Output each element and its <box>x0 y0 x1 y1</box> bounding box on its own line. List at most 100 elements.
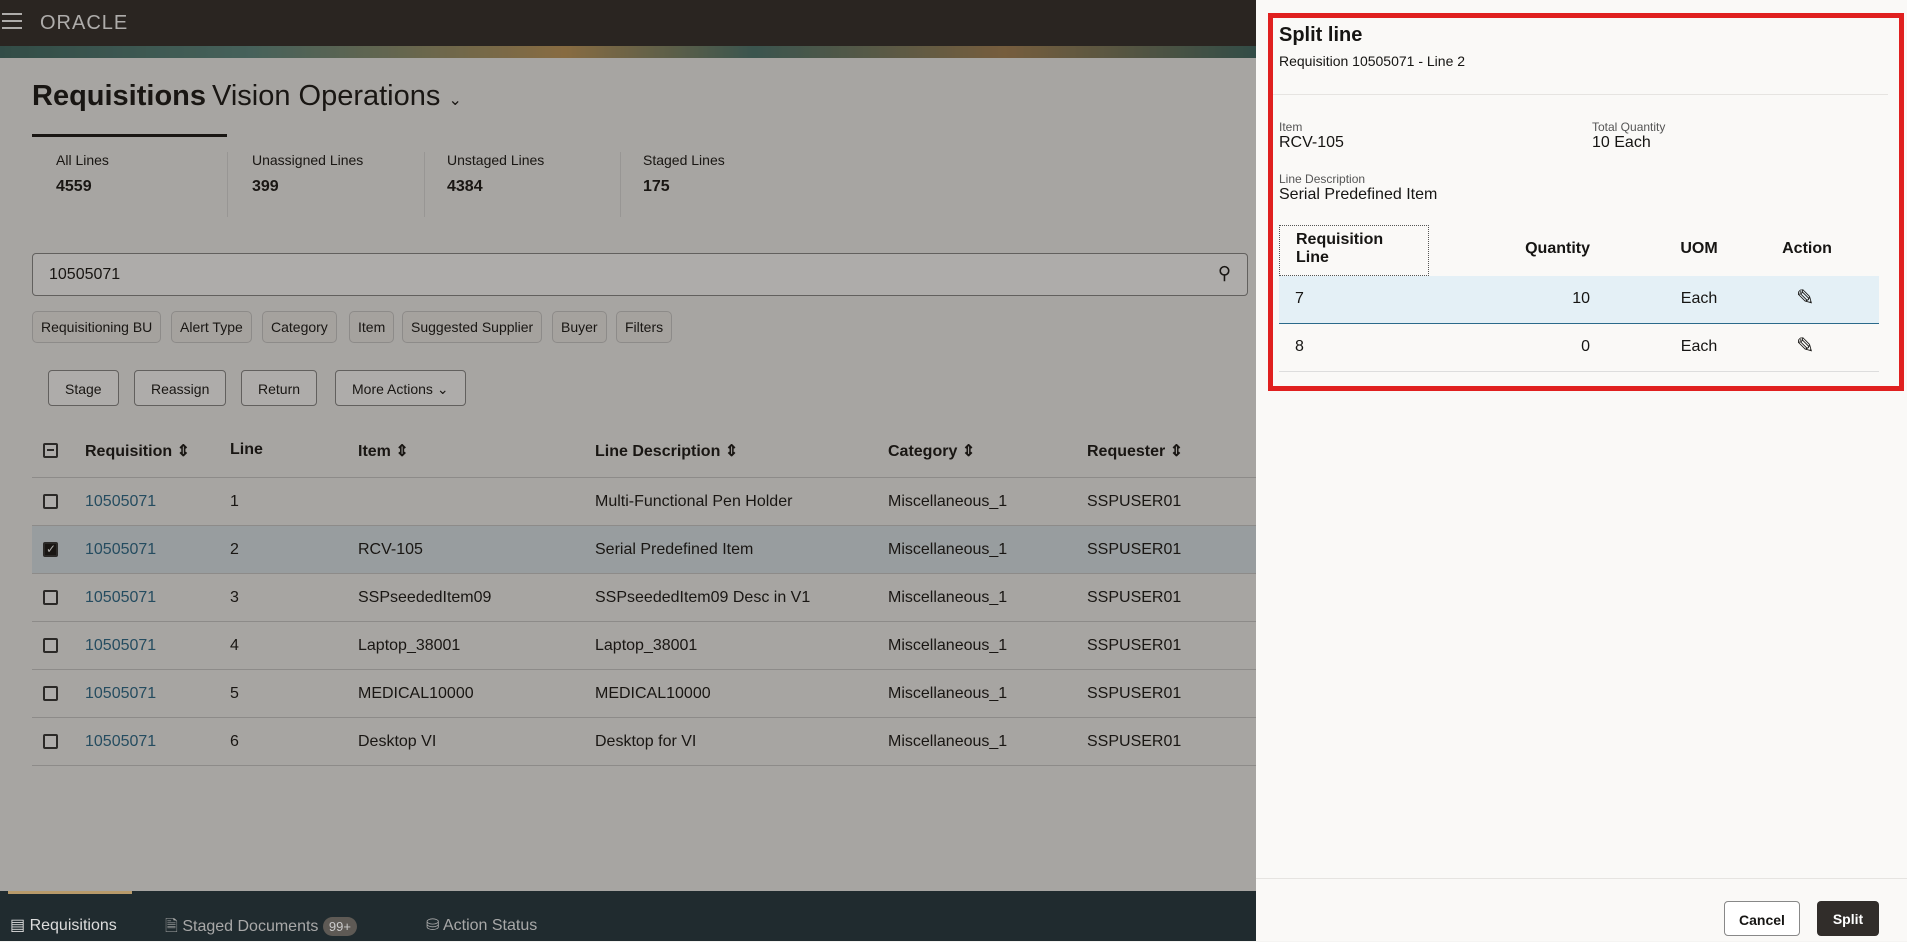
table-row[interactable]: 10505071 3 SSPseededItem09 SSPseededItem09 … <box>32 574 1256 622</box>
document-icon: 🗎 <box>165 918 178 935</box>
table-row[interactable]: 10505071 1 Multi-Functional Pen Holder Misc… <box>32 478 1256 526</box>
field-value: RCV-105 <box>1279 134 1344 151</box>
row-checkbox[interactable] <box>43 494 58 509</box>
return-button[interactable]: Return <box>241 370 318 406</box>
stat-unassigned-lines[interactable]: Unassigned Lines 399 <box>252 152 363 196</box>
row-checkbox[interactable] <box>43 734 58 749</box>
col-label: Item <box>358 443 391 460</box>
stat-label: Unassigned Lines <box>252 152 364 168</box>
edit-pencil-icon[interactable]: ✎ <box>1796 285 1815 310</box>
cancel-button[interactable]: Cancel <box>1724 901 1800 936</box>
uom: Each <box>1680 338 1718 355</box>
requisition-line: 7 <box>1295 290 1304 307</box>
line-number: 2 <box>230 541 239 558</box>
reassign-button[interactable]: Reassign <box>134 370 227 406</box>
stat-all-lines[interactable]: All Lines 4559 <box>56 152 109 196</box>
requisition-link[interactable]: 10505071 <box>85 685 157 702</box>
requisition-link[interactable]: 10505071 <box>85 493 157 510</box>
clipboard-icon: ▤ <box>10 917 26 934</box>
business-unit-label: Vision Operations <box>212 80 441 112</box>
active-tab-indicator <box>32 134 227 137</box>
category: Miscellaneous_1 <box>888 589 1008 606</box>
oracle-logo: ORACLE <box>40 12 129 34</box>
col-item[interactable]: Item ⇕ <box>358 441 409 461</box>
sort-icon: ⇕ <box>724 443 739 460</box>
stage-button[interactable]: Stage <box>48 370 119 406</box>
category: Miscellaneous_1 <box>888 733 1008 750</box>
field-label: Line Description <box>1279 172 1366 186</box>
banner <box>0 46 1256 58</box>
requester: SSPUSER01 <box>1087 733 1182 750</box>
business-unit-selector[interactable]: Vision Operations ⌄ <box>212 80 462 113</box>
requisition-link[interactable]: 10505071 <box>85 733 157 750</box>
filter-suggested-supplier[interactable]: Suggested Supplier <box>402 311 543 343</box>
col-requester[interactable]: Requester ⇕ <box>1087 441 1183 461</box>
requisition-link[interactable]: 10505071 <box>85 541 157 558</box>
category: Miscellaneous_1 <box>888 685 1008 702</box>
divider <box>227 152 228 217</box>
more-actions-button[interactable]: More Actions ⌄ <box>335 370 466 406</box>
col-requisition[interactable]: Requisition ⇕ <box>85 441 190 461</box>
table-row[interactable]: 10505071 6 Desktop VI Desktop for VI Miscell… <box>32 718 1256 766</box>
col-label: Requester <box>1087 443 1166 460</box>
divider <box>424 152 425 217</box>
requester: SSPUSER01 <box>1087 637 1182 654</box>
highlight-box <box>1268 13 1904 391</box>
requisition-link[interactable]: 10505071 <box>85 637 157 654</box>
split-row[interactable]: 7 10 Each ✎ <box>1279 276 1879 324</box>
select-all-checkbox[interactable] <box>43 443 58 458</box>
col-category[interactable]: Category ⇕ <box>888 441 975 461</box>
sort-icon: ⇕ <box>1169 443 1184 460</box>
line-description: MEDICAL10000 <box>595 685 711 702</box>
filter-item[interactable]: Item <box>349 311 395 343</box>
search-input[interactable]: 10505071 ⚲ <box>32 253 1248 296</box>
filter-filters[interactable]: Filters <box>616 311 673 343</box>
divider <box>620 152 621 217</box>
col-requisition-line[interactable]: Requisition Line <box>1279 225 1429 276</box>
stat-value: 4559 <box>56 178 92 195</box>
nav-staged-documents[interactable]: 🗎 Staged Documents 99+ <box>165 915 357 942</box>
modal-overlay <box>0 0 1256 891</box>
filter-requisitioning-bu[interactable]: Requisitioning BU <box>32 311 162 343</box>
split-button[interactable]: Split <box>1817 901 1879 936</box>
line-description: Desktop for VI <box>595 733 697 750</box>
requisition-link[interactable]: 10505071 <box>85 589 157 606</box>
stat-staged-lines[interactable]: Staged Lines 175 <box>643 152 725 196</box>
nav-action-status[interactable]: ⛁ Action Status <box>426 915 537 935</box>
filter-category[interactable]: Category <box>262 311 337 343</box>
line-description-field: Line Description Serial Predefined Item <box>1279 172 1437 204</box>
field-value: 10 Each <box>1592 134 1651 151</box>
sort-icon: ⇕ <box>176 443 190 460</box>
nav-requisitions[interactable]: ▤ Requisitions <box>10 915 117 935</box>
edit-pencil-icon[interactable]: ✎ <box>1796 333 1815 358</box>
active-tab-indicator <box>8 891 132 894</box>
col-uom: UOM <box>1680 240 1718 257</box>
hamburger-icon[interactable] <box>2 13 22 29</box>
col-label: Category <box>888 443 958 460</box>
col-action: Action <box>1782 240 1832 257</box>
row-checkbox[interactable] <box>43 590 58 605</box>
line-number: 6 <box>230 733 239 750</box>
split-row[interactable]: 8 0 Each ✎ <box>1279 324 1879 372</box>
line-number: 1 <box>230 493 239 510</box>
col-line-description[interactable]: Line Description ⇕ <box>595 441 738 461</box>
row-checkbox[interactable] <box>43 542 58 557</box>
line-number: 3 <box>230 589 239 606</box>
drawer-subtitle: Requisition 10505071 - Line 2 <box>1279 53 1466 69</box>
table-row[interactable]: 10505071 4 Laptop_38001 Laptop_38001 Miscell… <box>32 622 1256 670</box>
table-row[interactable]: 10505071 5 MEDICAL10000 MEDICAL10000 Miscell… <box>32 670 1256 718</box>
filter-alert-type[interactable]: Alert Type <box>171 311 252 343</box>
nav-label: Staged Documents <box>182 918 319 935</box>
status-icon: ⛁ <box>426 917 440 934</box>
table-row[interactable]: 10505071 2 RCV-105 Serial Predefined Item Mi… <box>32 526 1256 574</box>
item: Laptop_38001 <box>358 637 461 654</box>
row-checkbox[interactable] <box>43 638 58 653</box>
line-description: Laptop_38001 <box>595 637 698 654</box>
row-checkbox[interactable] <box>43 686 58 701</box>
footer-divider <box>1256 878 1907 879</box>
total-quantity-field: Total Quantity 10 Each <box>1592 120 1665 152</box>
nav-label: Requisitions <box>29 917 117 934</box>
stat-unstaged-lines[interactable]: Unstaged Lines 4384 <box>447 152 544 196</box>
filter-buyer[interactable]: Buyer <box>552 311 607 343</box>
search-icon[interactable]: ⚲ <box>1217 263 1231 283</box>
